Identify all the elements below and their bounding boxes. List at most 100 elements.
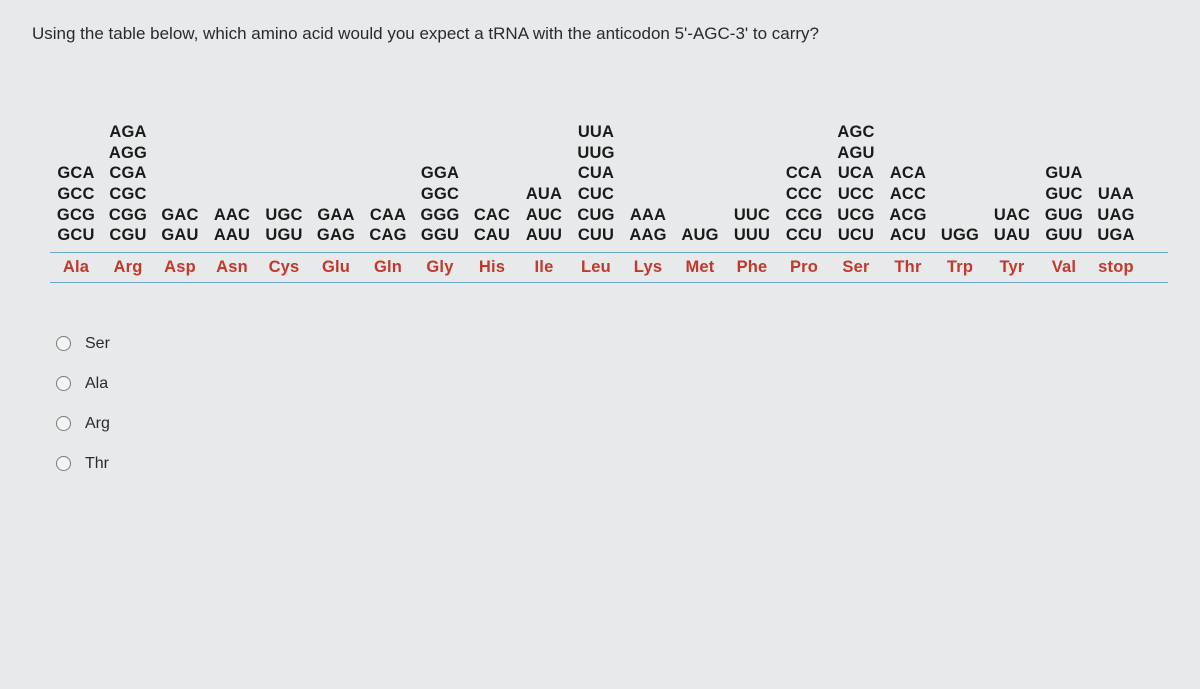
codon-cell: GGG: [414, 205, 466, 226]
codon-cell: [934, 205, 986, 226]
codon-cell: [206, 163, 258, 184]
codon-cell: [518, 143, 570, 164]
codon-cell: [1038, 143, 1090, 164]
codon-cell: [622, 184, 674, 205]
codon-cell: [986, 163, 1038, 184]
codon-cell: [154, 143, 206, 164]
option-arg[interactable]: Arg: [56, 415, 1168, 433]
codon-cell: CUA: [570, 163, 622, 184]
codon-cell: UGA: [1090, 225, 1142, 246]
codon-cell: [674, 143, 726, 164]
codon-cell: [206, 184, 258, 205]
codon-cell: GUG: [1038, 205, 1090, 226]
codon-row: AGAUUAAGC: [50, 122, 1168, 143]
codon-cell: [622, 143, 674, 164]
codon-cell: [310, 163, 362, 184]
codon-cell: AAU: [206, 225, 258, 246]
codon-cell: [154, 122, 206, 143]
amino-acid-cell: Ile: [518, 258, 570, 277]
codon-cell: [466, 163, 518, 184]
codon-cell: UUA: [570, 122, 622, 143]
option-ser[interactable]: Ser: [56, 335, 1168, 353]
codon-cell: [622, 163, 674, 184]
codon-cell: [1038, 122, 1090, 143]
codon-cell: [310, 184, 362, 205]
codon-cell: [778, 122, 830, 143]
codon-cell: CAU: [466, 225, 518, 246]
amino-acid-cell: Met: [674, 258, 726, 277]
amino-acid-cell: stop: [1090, 258, 1142, 277]
codon-cell: [362, 163, 414, 184]
codon-cell: [518, 122, 570, 143]
codon-cell: UGU: [258, 225, 310, 246]
codon-cell: CGU: [102, 225, 154, 246]
codon-cell: CUG: [570, 205, 622, 226]
codon-cell: AAC: [206, 205, 258, 226]
amino-acid-cell: Glu: [310, 258, 362, 277]
codon-cell: GAC: [154, 205, 206, 226]
codon-cell: [934, 143, 986, 164]
codon-cell: [50, 122, 102, 143]
codon-cell: GGU: [414, 225, 466, 246]
codon-cell: [362, 143, 414, 164]
codon-cell: [674, 163, 726, 184]
option-label: Ser: [85, 335, 110, 353]
codon-cell: [258, 122, 310, 143]
codon-cell: [258, 143, 310, 164]
codon-cell: [466, 143, 518, 164]
codon-cell: AAG: [622, 225, 674, 246]
option-ala[interactable]: Ala: [56, 375, 1168, 393]
codon-row: AGGUUGAGU: [50, 143, 1168, 164]
codon-cell: ACA: [882, 163, 934, 184]
codon-cell: [934, 163, 986, 184]
codon-cell: [310, 122, 362, 143]
codon-cell: [726, 143, 778, 164]
codon-cell: [1090, 163, 1142, 184]
radio-icon: [56, 416, 71, 431]
codon-cell: GUU: [1038, 225, 1090, 246]
codon-cell: GGA: [414, 163, 466, 184]
codon-cell: [206, 143, 258, 164]
codon-cell: [154, 163, 206, 184]
option-thr[interactable]: Thr: [56, 455, 1168, 473]
codon-cell: AGU: [830, 143, 882, 164]
codon-cell: [258, 163, 310, 184]
codon-cell: [882, 122, 934, 143]
codon-cell: CAC: [466, 205, 518, 226]
codon-cell: [1090, 122, 1142, 143]
codon-cell: UGC: [258, 205, 310, 226]
codon-cell: CGC: [102, 184, 154, 205]
codon-cell: [258, 184, 310, 205]
codon-cell: CCC: [778, 184, 830, 205]
codon-cell: [726, 184, 778, 205]
amino-acid-cell: Asn: [206, 258, 258, 277]
codon-cell: AUA: [518, 184, 570, 205]
option-label: Thr: [85, 455, 109, 473]
codon-cell: [466, 184, 518, 205]
option-label: Ala: [85, 375, 108, 393]
codon-cell: UUC: [726, 205, 778, 226]
codon-cell: GAG: [310, 225, 362, 246]
codon-cell: [726, 163, 778, 184]
codon-cell: CAA: [362, 205, 414, 226]
answer-options: Ser Ala Arg Thr: [56, 335, 1168, 473]
codon-cell: CGA: [102, 163, 154, 184]
amino-acid-cell: His: [466, 258, 518, 277]
codon-cell: [414, 143, 466, 164]
codon-cell: [674, 184, 726, 205]
codon-cell: CAG: [362, 225, 414, 246]
codon-cell: UUU: [726, 225, 778, 246]
amino-acid-cell: Lys: [622, 258, 674, 277]
codon-cell: ACG: [882, 205, 934, 226]
amino-acid-cell: Val: [1038, 258, 1090, 277]
codon-cell: [362, 122, 414, 143]
codon-table: AGAUUAAGCAGGUUGAGUGCACGAGGACUACCAUCAACAG…: [50, 122, 1168, 283]
amino-acid-cell: Trp: [934, 258, 986, 277]
codon-cell: UAU: [986, 225, 1038, 246]
codon-cell: [362, 184, 414, 205]
codon-cell: [778, 143, 830, 164]
codon-cell: [518, 163, 570, 184]
codon-row: GCCCGCGGCAUACUCCCCUCCACCGUCUAA: [50, 184, 1168, 205]
codon-cell: GCC: [50, 184, 102, 205]
codon-row: GCACGAGGACUACCAUCAACAGUA: [50, 163, 1168, 184]
